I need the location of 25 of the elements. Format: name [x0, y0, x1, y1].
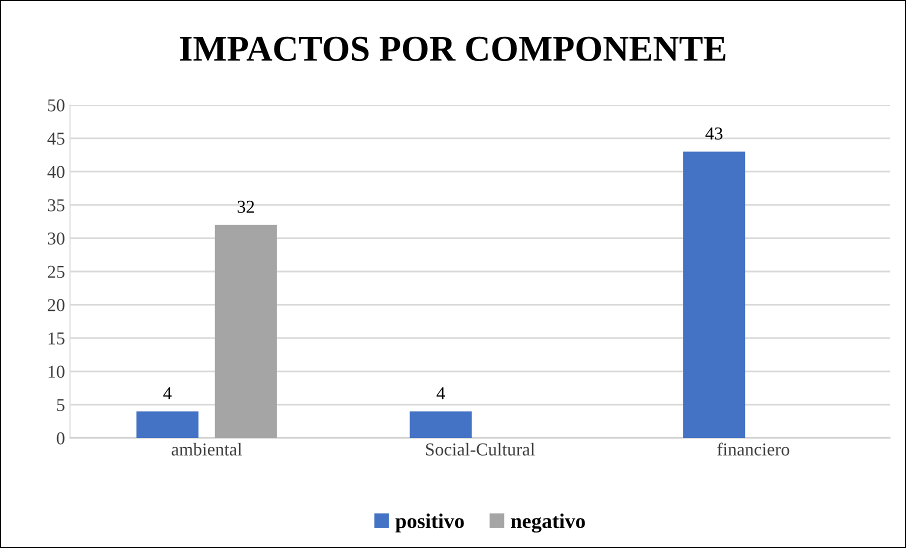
- data-label: 32: [238, 200, 254, 213]
- y-tick-label: 35: [48, 199, 64, 212]
- chart-title: IMPACTOS POR COMPONENTE: [180, 36, 726, 62]
- y-tick-label: 5: [57, 399, 64, 412]
- y-tick-label: 20: [48, 299, 64, 312]
- bar: [214, 224, 277, 438]
- x-tick-label: financiero: [717, 442, 790, 456]
- y-tick-label: 15: [48, 332, 64, 345]
- data-label: 43: [705, 127, 722, 140]
- data-label: 4: [163, 387, 172, 400]
- legend-label: negativo: [511, 513, 585, 533]
- legend-label: positivo: [395, 513, 464, 532]
- y-tick-label: 40: [47, 166, 64, 178]
- y-tick-label: 25: [48, 266, 64, 278]
- y-tick-label: 0: [56, 432, 64, 444]
- y-tick-label: 45: [47, 132, 64, 145]
- y-tick-label: 10: [48, 366, 64, 378]
- bar: [136, 411, 198, 438]
- x-tick-label: ambiental: [172, 442, 242, 456]
- data-label: 4: [436, 387, 446, 400]
- bar: [683, 152, 746, 438]
- bar: [410, 411, 472, 438]
- x-tick-label: Social-Cultural: [426, 442, 535, 456]
- y-tick-label: 50: [48, 99, 64, 112]
- y-tick-label: 30: [48, 232, 64, 245]
